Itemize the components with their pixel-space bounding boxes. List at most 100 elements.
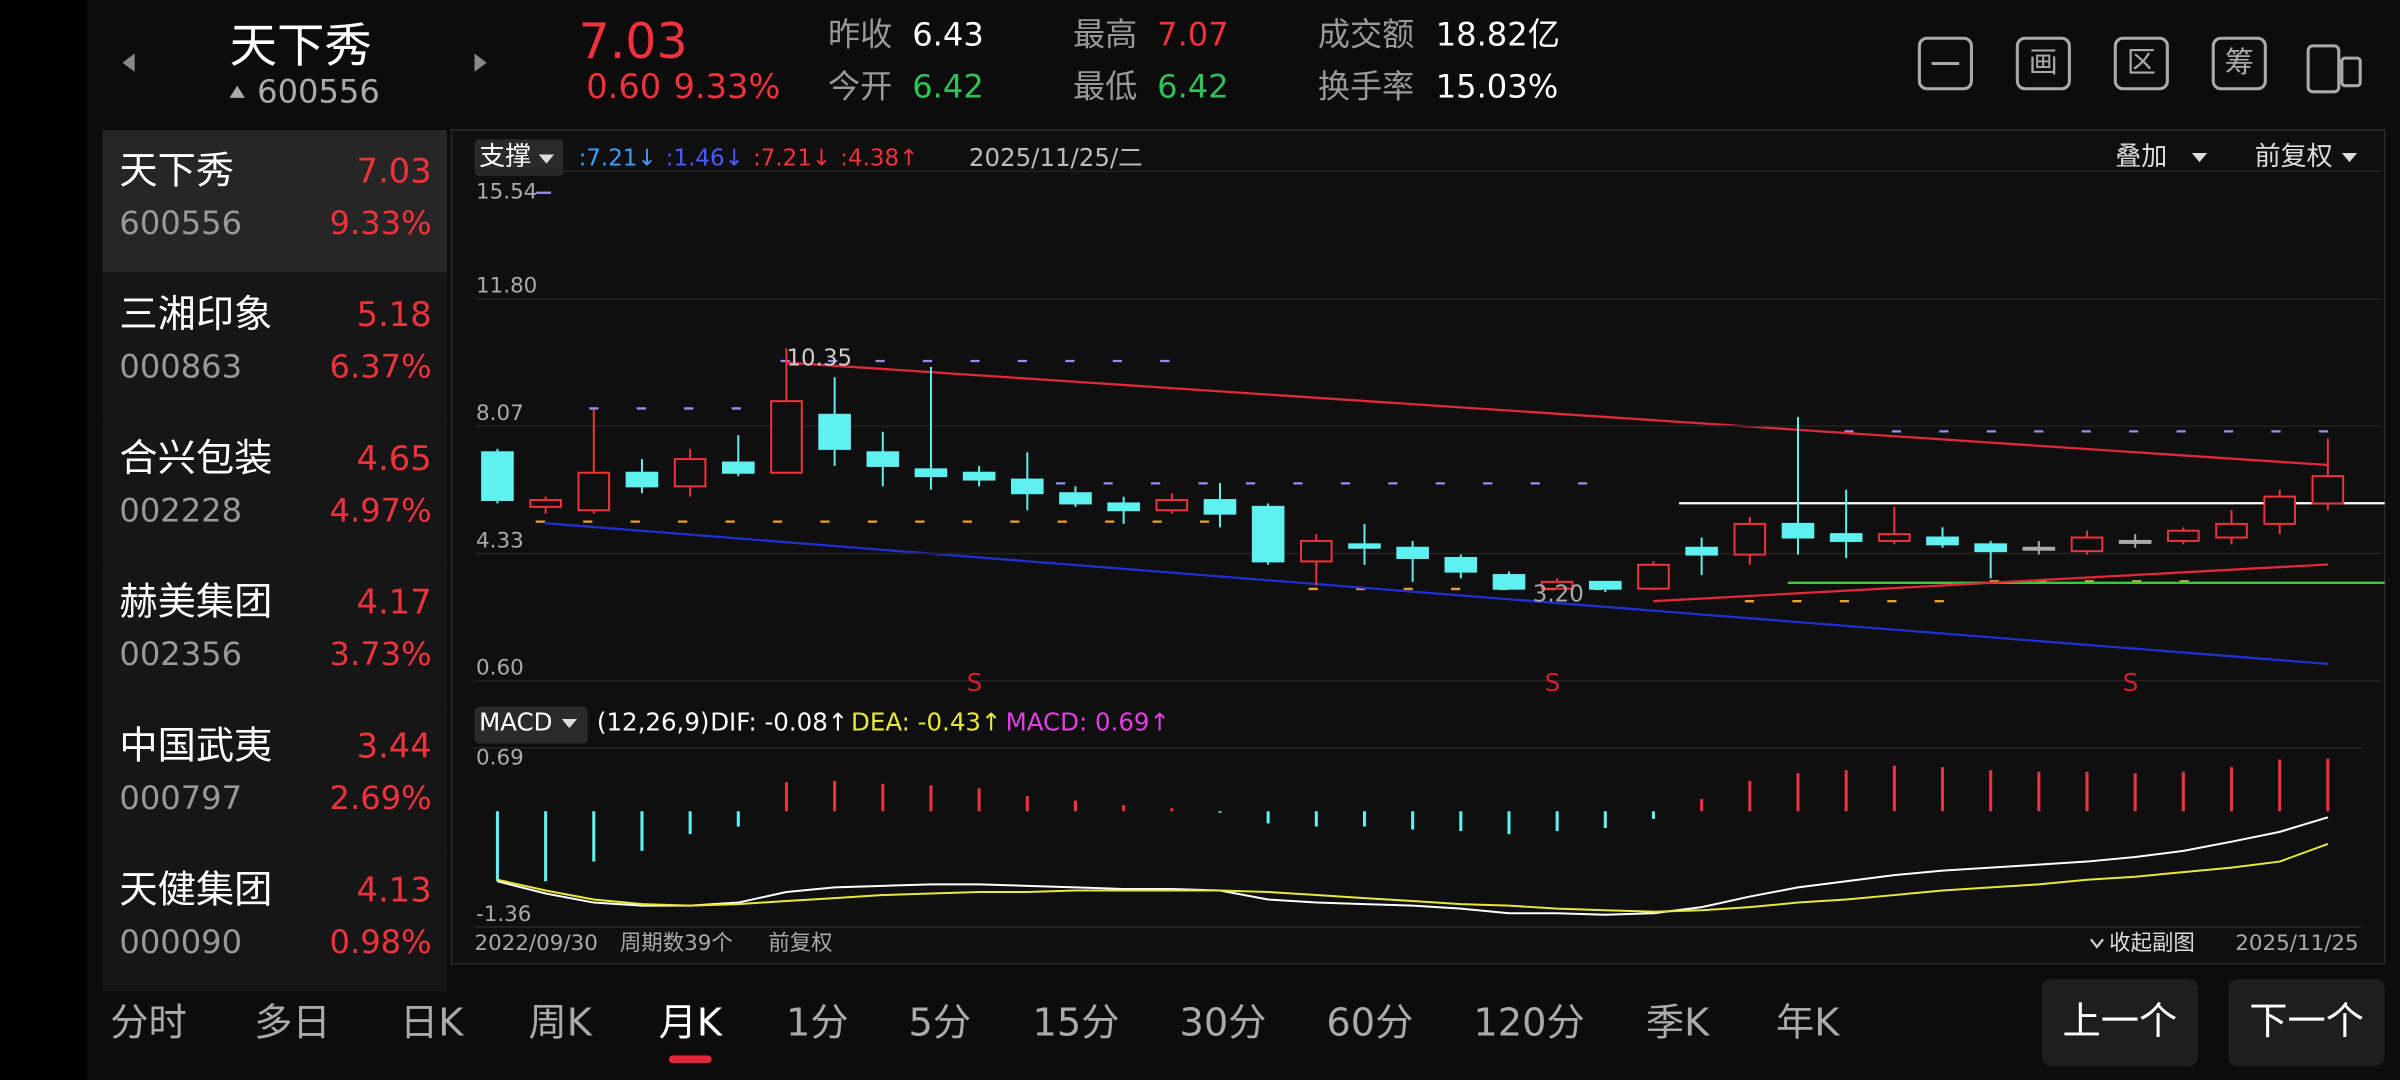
candle-body <box>1974 543 2007 553</box>
overlay-lines <box>535 191 2385 666</box>
stock-change-pct: 9.33% <box>673 67 780 106</box>
macd-label: MACD: 0.69↑ <box>1006 708 1170 737</box>
indicator-name: 支撑 <box>479 142 531 172</box>
nav-button[interactable] <box>2041 979 2198 1067</box>
watchlist-row[interactable] <box>102 130 447 273</box>
nav-button[interactable] <box>2228 979 2385 1067</box>
left-edge <box>0 0 88 1080</box>
watch-pct: 3.73% <box>330 635 432 673</box>
period-tab[interactable]: 15分 <box>1033 1000 1120 1045</box>
period-tab[interactable]: 多日 <box>254 1000 331 1045</box>
dea-line <box>497 843 2329 913</box>
dea-label: DEA: -0.43↑ <box>851 708 1001 737</box>
watch-price: 3.44 <box>357 727 432 766</box>
stat-value: 6.42 <box>912 68 984 106</box>
watch-name: 天健集团 <box>119 867 272 912</box>
stock-code: 600556 <box>257 72 380 110</box>
candle-body <box>721 461 755 474</box>
period-tab[interactable]: 60分 <box>1326 1000 1413 1045</box>
trend-line <box>786 361 2329 467</box>
period-tab[interactable]: 分时 <box>110 1000 187 1045</box>
period-tab[interactable]: 日K <box>400 1000 464 1045</box>
stat-value: 7.07 <box>1157 16 1229 54</box>
macd-tick-label: 0.69 <box>476 746 524 771</box>
watchlist-row[interactable] <box>102 417 447 560</box>
watchlist-row[interactable] <box>102 273 447 417</box>
watchlist-row[interactable] <box>102 561 447 704</box>
footer-periods: 周期数39个 <box>620 931 733 956</box>
candle-body <box>1733 522 1767 556</box>
legend-item: :7.21↓ <box>579 146 657 172</box>
candle-body <box>625 471 659 488</box>
period-tab[interactable]: 年K <box>1776 1000 1840 1045</box>
dropdown-arrow <box>538 154 555 164</box>
tool-phone[interactable] <box>2306 44 2362 94</box>
candle-body <box>1010 478 1044 495</box>
prev-stock-arrow[interactable] <box>122 53 135 72</box>
legend-item: :4.38↑ <box>840 146 918 172</box>
nav-button-label: 上一个 <box>2063 999 2178 1044</box>
candle-body <box>1203 499 1237 515</box>
stat-label: 最高 <box>1073 16 1137 54</box>
macd-box[interactable] <box>474 706 588 744</box>
watch-pct: 2.69% <box>330 779 432 817</box>
tool-minus[interactable] <box>1917 36 1973 91</box>
watch-name: 赫美集团 <box>119 580 272 625</box>
legend-item: :1.46↓ <box>666 146 744 172</box>
stat-value: 18.82亿 <box>1436 16 1560 54</box>
candle-body <box>1781 522 1815 539</box>
stock-price: 7.03 <box>579 13 688 70</box>
collapse-toggle[interactable]: 收起副图 <box>2109 931 2195 956</box>
candle-body <box>1444 556 1478 573</box>
period-tab[interactable]: 周K <box>529 1000 593 1045</box>
dif-label: DIF: -0.08↑ <box>710 708 848 737</box>
candle-body <box>1492 574 1526 590</box>
indicator-box[interactable] <box>474 139 564 176</box>
watch-price: 4.17 <box>357 583 432 622</box>
candle-body <box>1878 533 1911 542</box>
candle-body <box>673 458 707 488</box>
period-tab[interactable]: 月K <box>659 1000 723 1045</box>
overlay-toggle[interactable]: 叠加 <box>2115 142 2167 172</box>
tool-box[interactable] <box>2211 36 2267 91</box>
period-tab[interactable]: 季K <box>1646 1000 1710 1045</box>
candle-body <box>577 471 611 512</box>
legend-item: :7.21↓ <box>753 146 831 172</box>
candle-body <box>1589 580 1622 590</box>
watchlist-row[interactable] <box>102 705 447 848</box>
signal-marker: S <box>967 668 983 697</box>
period-tab[interactable]: 30分 <box>1179 1000 1266 1045</box>
tab-underline <box>668 1055 712 1064</box>
dif-line <box>497 816 2329 916</box>
tool-label: 区 <box>2127 45 2156 79</box>
footer-start: 2022/09/30 <box>474 931 597 956</box>
tool-box[interactable] <box>2015 36 2071 91</box>
candle-body <box>2311 475 2345 505</box>
nav-button-label: 下一个 <box>2249 999 2364 1044</box>
period-tab[interactable]: 5分 <box>908 1000 971 1045</box>
candle-body <box>1637 563 1670 590</box>
tool-box <box>2340 56 2362 88</box>
period-tab[interactable]: 120分 <box>1473 1000 1584 1045</box>
stat-label: 昨收 <box>828 16 892 54</box>
tool-box[interactable] <box>2113 36 2169 91</box>
period-tab[interactable]: 1分 <box>786 1000 849 1045</box>
stat-label: 今开 <box>828 68 892 106</box>
watch-code: 002356 <box>119 635 242 673</box>
candle-body <box>2118 539 2152 544</box>
adjust-toggle[interactable]: 前复权 <box>2255 142 2333 172</box>
tool-label: 筹 <box>2225 45 2254 79</box>
trend-line <box>1652 563 2329 603</box>
stock-name: 天下秀 <box>230 19 372 74</box>
candle-body <box>1107 502 1140 512</box>
y-tick-label: 4.33 <box>476 528 524 553</box>
tool-label: 画 <box>2029 45 2058 79</box>
watch-pct: 9.33% <box>330 204 432 242</box>
next-stock-arrow[interactable] <box>474 53 487 72</box>
high-label: 10.35 <box>786 346 852 372</box>
candle-body <box>1348 543 1381 549</box>
macd-params: (12,26,9) <box>597 708 710 737</box>
watchlist-row[interactable] <box>102 849 447 992</box>
